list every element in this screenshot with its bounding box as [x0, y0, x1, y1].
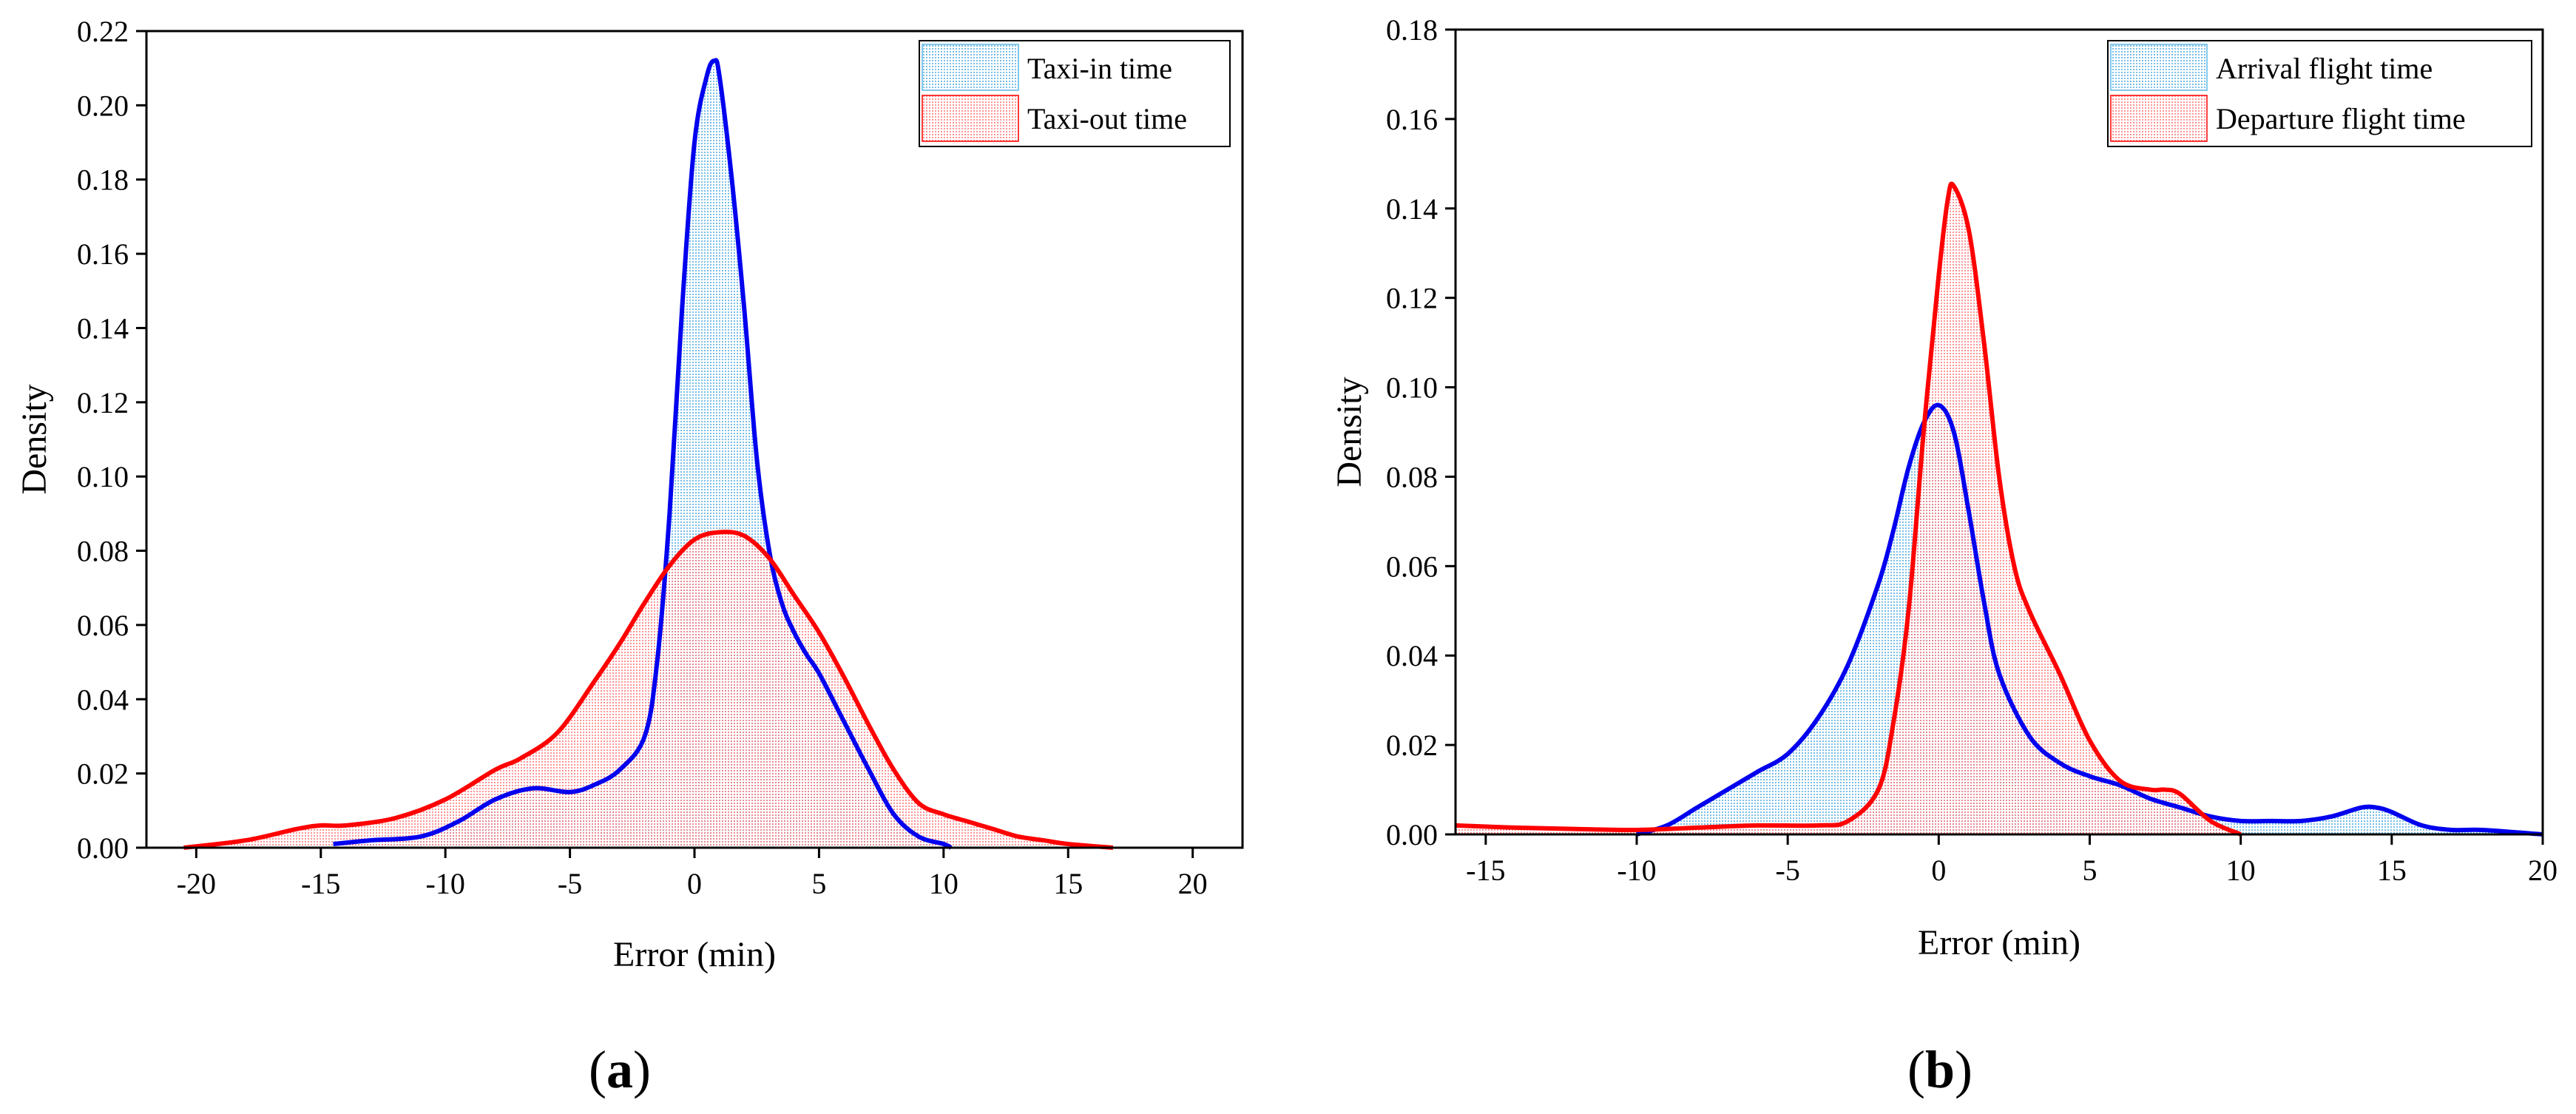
density-line-series-0 [1636, 402, 2543, 837]
y-axis-label: Density [15, 384, 54, 494]
area-fills [183, 60, 1113, 848]
x-tick-label: 0 [1931, 854, 1946, 887]
panel-letter-a: a [606, 1040, 633, 1099]
y-tick-label: 0.12 [77, 386, 129, 419]
x-tick-label: 0 [687, 867, 702, 900]
y-axis-label: Density [1330, 377, 1369, 487]
plot-frame [1454, 28, 2544, 836]
x-tick-label: -10 [426, 867, 465, 900]
panel-label-a: (a) [589, 1040, 651, 1099]
legend-swatch-departure [2110, 95, 2208, 142]
y-tick-label: 0.20 [77, 89, 129, 122]
x-tick-label: -5 [1776, 854, 1800, 887]
y-tick-label: 0.02 [77, 757, 129, 791]
x-axis-label: Error (min) [1918, 923, 2080, 962]
y-tick-label: 0.02 [1386, 729, 1438, 762]
area-fill-series-0 [1637, 405, 2543, 834]
y-tick-label: 0.06 [1386, 550, 1438, 583]
y-tick-label: 0.22 [77, 15, 129, 48]
x-axis-ticks: -20 -15 -10 -5 0 5 10 15 20 [177, 848, 1208, 900]
x-tick-label: 5 [811, 867, 826, 900]
panel-letter-b: b [1925, 1040, 1955, 1099]
y-tick-label: 0.18 [77, 163, 129, 197]
y-tick-label: 0.08 [1386, 460, 1438, 493]
y-axis-ticks: 0.00 0.02 0.04 0.06 0.08 0.10 0.12 0.14 0.16 0.18… [77, 15, 146, 865]
density-line-series-1 [183, 530, 1114, 850]
legend: Arrival flight time Departure flight tim… [2107, 40, 2532, 147]
y-tick-label: 0.12 [1386, 282, 1438, 315]
area-fill-series-1 [1456, 183, 2241, 834]
legend-label-taxi-out: Taxi-out time [1027, 102, 1187, 135]
density-line-series-0 [333, 58, 953, 850]
y-tick-label: 0.14 [77, 311, 129, 345]
density-line-series-1 [1455, 181, 2242, 837]
chart-panel-b: -15 -10 -5 0 5 10 15 20 0.00 0.02 0.04 0.06 0.08 0.1… [1330, 13, 2558, 1099]
area-fills [1456, 183, 2543, 834]
x-tick-label: 5 [2083, 854, 2097, 887]
x-tick-label: 15 [2377, 854, 2407, 887]
y-tick-label: 0.08 [77, 535, 129, 568]
legend-label-arrival: Arrival flight time [2216, 52, 2433, 85]
chart-panel-a: -20 -15 -10 -5 0 5 10 15 20 0.00 0.02 0.04 0.06 0.08… [15, 15, 1244, 1099]
x-axis-ticks: -15 -10 -5 0 5 10 15 20 [1466, 834, 2558, 887]
x-tick-label: 20 [1178, 867, 1208, 900]
y-tick-label: 0.16 [1386, 103, 1438, 136]
legend-swatch-taxi-out [922, 95, 1019, 142]
y-tick-label: 0.14 [1386, 192, 1438, 226]
legend-swatch-arrival [2110, 44, 2208, 91]
y-axis-ticks: 0.00 0.02 0.04 0.06 0.08 0.10 0.12 0.14 0.16 0.18 [1386, 13, 1456, 851]
area-fill-series-1 [183, 532, 1113, 848]
x-tick-label: 15 [1053, 867, 1083, 900]
legend-label-departure: Departure flight time [2216, 102, 2466, 135]
y-tick-label: 0.16 [77, 237, 129, 271]
legend-label-taxi-in: Taxi-in time [1027, 52, 1172, 85]
y-tick-label: 0.06 [77, 609, 129, 642]
y-tick-label: 0.00 [77, 831, 129, 865]
x-tick-label: -10 [1617, 854, 1656, 887]
x-tick-label: 10 [929, 867, 959, 900]
x-tick-label: -15 [1466, 854, 1505, 887]
x-axis-label: Error (min) [613, 935, 776, 974]
legend-swatch-taxi-in [922, 44, 1019, 91]
y-tick-label: 0.04 [1386, 639, 1438, 672]
y-tick-label: 0.18 [1386, 13, 1438, 47]
y-tick-label: 0.00 [1386, 818, 1438, 851]
series-lines [1455, 181, 2543, 837]
x-tick-label: -15 [301, 867, 340, 900]
y-tick-label: 0.10 [77, 460, 129, 493]
x-tick-label: 20 [2528, 854, 2558, 887]
panel-label-b: (b) [1907, 1040, 1972, 1099]
x-tick-label: -5 [558, 867, 582, 900]
x-tick-label: -20 [177, 867, 216, 900]
legend: Taxi-in time Taxi-out time [919, 40, 1231, 147]
x-tick-label: 10 [2226, 854, 2256, 887]
series-lines [183, 58, 1114, 850]
y-tick-label: 0.10 [1386, 371, 1438, 405]
y-tick-label: 0.04 [77, 683, 129, 716]
